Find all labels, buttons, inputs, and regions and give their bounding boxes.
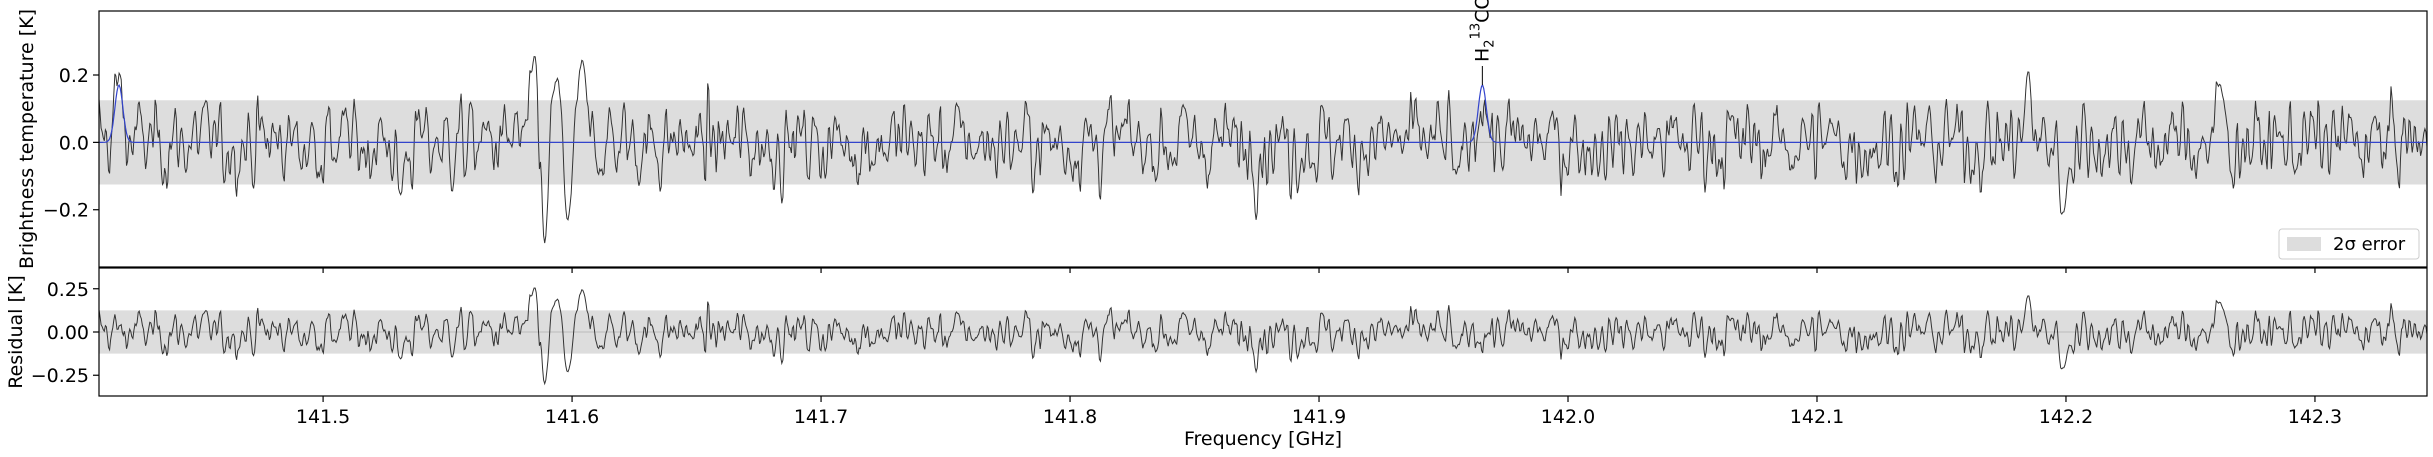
legend-frame xyxy=(2278,228,2420,260)
bottom-panel: −0.250.000.25 141.5 141.6 141.7 141.8 141.9 1… xyxy=(5,267,2428,450)
x-axis-label: Frequency [GHz] xyxy=(1184,428,1342,450)
x-tick-label: 141.5 xyxy=(296,406,350,428)
top-y-ticks: −0.2 0.0 0.2 xyxy=(43,65,99,222)
top-panel: H213CO −0.2 0.0 0.2 Brightness temperature… xyxy=(16,0,2428,269)
x-tick-label: 141.8 xyxy=(1043,406,1097,428)
x-tick-label: 142.2 xyxy=(2039,406,2093,428)
y-tick-label: −0.2 xyxy=(43,200,89,222)
line-annotation: H213CO xyxy=(1468,0,1497,86)
model-spectrum-line xyxy=(99,84,2427,143)
x-ticks: 141.5 141.6 141.7 141.8 141.9 142.0 142.1 142.2… xyxy=(296,267,2342,428)
top-y-axis-label: Brightness temperature [K] xyxy=(16,9,38,269)
x-tick-label: 141.6 xyxy=(545,406,599,428)
legend-label: 2σ error xyxy=(2333,234,2406,255)
y-tick-label: 0.2 xyxy=(59,65,89,87)
x-tick-label: 141.9 xyxy=(1292,406,1346,428)
residual-line xyxy=(99,287,2427,386)
y-tick-label: −0.25 xyxy=(31,365,89,387)
legend-swatch xyxy=(2287,237,2321,251)
bottom-y-ticks: −0.25 0.00 0.25 xyxy=(31,279,99,387)
annotation-label: H213CO xyxy=(1468,0,1497,62)
top-axes-frame xyxy=(98,10,2428,268)
y-tick-label: 0.0 xyxy=(59,132,89,154)
legend: 2σ error xyxy=(2278,228,2420,260)
x-tick-label: 142.3 xyxy=(2288,406,2342,428)
bottom-y-axis-label: Residual [K] xyxy=(5,275,27,389)
x-tick-label: 141.7 xyxy=(794,406,848,428)
x-tick-label: 142.0 xyxy=(1541,406,1595,428)
y-tick-label: 0.25 xyxy=(47,279,89,301)
x-tick-label: 142.1 xyxy=(1790,406,1844,428)
y-tick-label: 0.00 xyxy=(47,322,89,344)
